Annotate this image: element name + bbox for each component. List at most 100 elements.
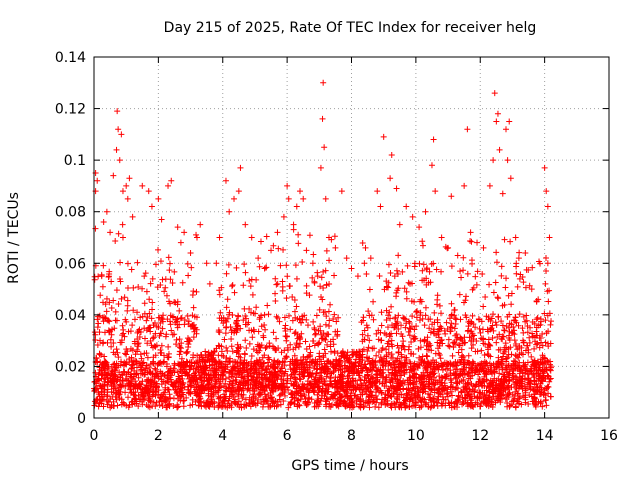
data-point (279, 278, 286, 285)
data-point (320, 335, 327, 342)
data-point (128, 374, 135, 381)
data-point (203, 367, 210, 374)
data-point (215, 358, 222, 365)
data-point (533, 341, 540, 348)
data-point (204, 397, 211, 404)
data-point (451, 312, 458, 319)
data-point (300, 384, 307, 391)
data-point (537, 399, 544, 406)
data-point (321, 377, 328, 384)
data-point (446, 315, 453, 322)
data-point (467, 402, 474, 409)
data-point (503, 126, 509, 133)
data-point (108, 304, 115, 311)
data-point (157, 346, 164, 353)
data-point (254, 400, 261, 407)
data-point (475, 316, 482, 323)
data-point (455, 349, 462, 356)
data-point (277, 367, 284, 374)
data-point (528, 286, 535, 293)
data-point (262, 264, 269, 271)
data-point (455, 342, 462, 349)
data-point (376, 388, 383, 395)
data-point (216, 329, 223, 336)
y-axis-label: ROTI / TECUs (6, 192, 22, 284)
data-point (160, 312, 167, 319)
data-point (176, 321, 183, 328)
data-point (233, 325, 240, 332)
data-point (344, 373, 351, 380)
data-point (171, 369, 178, 376)
data-point (150, 322, 157, 329)
data-point (373, 330, 380, 337)
data-point (242, 337, 249, 344)
data-point (500, 371, 507, 378)
data-point (286, 283, 293, 290)
data-point (198, 386, 205, 393)
data-point (272, 290, 279, 297)
data-point (359, 356, 366, 363)
data-point (436, 385, 443, 392)
data-point (372, 403, 379, 410)
data-point (412, 335, 419, 342)
data-point (465, 381, 472, 388)
data-point (208, 377, 215, 384)
data-point (166, 400, 173, 407)
data-point (322, 336, 329, 343)
data-point (525, 375, 532, 382)
data-point (430, 326, 437, 333)
data-point (544, 357, 551, 364)
data-point (128, 266, 135, 273)
data-point (357, 401, 364, 408)
data-point (288, 391, 295, 398)
data-point (524, 329, 531, 336)
data-point (101, 353, 108, 360)
data-point (121, 294, 128, 301)
data-point (495, 313, 502, 320)
data-point (344, 392, 351, 399)
data-point (449, 352, 456, 359)
data-point (369, 399, 376, 406)
data-point (463, 293, 470, 300)
data-point (183, 349, 190, 356)
data-point (106, 271, 113, 278)
data-point (388, 355, 395, 362)
data-point (234, 341, 241, 348)
data-point (448, 263, 455, 270)
data-point (269, 373, 276, 380)
data-point (406, 359, 413, 366)
data-point (434, 339, 441, 346)
data-point (224, 347, 231, 354)
data-point (294, 397, 301, 404)
data-point (152, 330, 159, 337)
data-point (431, 319, 438, 326)
data-point (533, 324, 540, 331)
data-point (165, 386, 172, 393)
data-point (423, 366, 430, 373)
data-point (538, 318, 545, 325)
data-point (324, 367, 331, 374)
data-point (522, 249, 529, 256)
data-point (428, 387, 435, 394)
data-point (491, 375, 498, 382)
data-point (462, 383, 469, 390)
data-point (235, 381, 242, 388)
data-point (258, 365, 265, 372)
data-point (457, 316, 464, 323)
data-point (119, 188, 126, 195)
data-point (442, 396, 449, 403)
data-point (186, 372, 193, 379)
data-point (344, 364, 351, 371)
data-point (143, 401, 150, 408)
data-point (323, 281, 330, 288)
data-point (430, 260, 437, 267)
data-point (115, 126, 122, 133)
data-point (483, 387, 490, 394)
data-point (448, 300, 455, 307)
data-point (516, 275, 523, 282)
data-point (103, 295, 110, 302)
data-point (525, 349, 532, 356)
data-point (324, 331, 331, 338)
data-point (444, 393, 451, 400)
data-point (395, 391, 402, 398)
